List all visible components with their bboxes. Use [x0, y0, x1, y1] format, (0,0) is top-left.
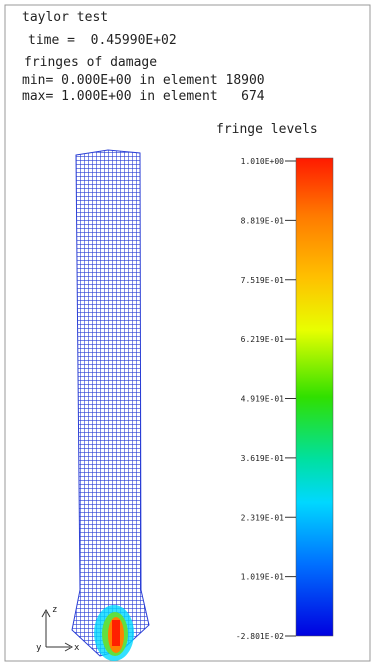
- level-label: 8.819E-01: [241, 216, 285, 225]
- triad-z: z: [52, 605, 57, 615]
- max-info: max= 1.000E+00 in element 674: [22, 89, 265, 104]
- level-label: -2.801E-02: [236, 632, 284, 641]
- level-label: 1.019E-01: [241, 573, 285, 582]
- level-label: 1.010E+00: [241, 157, 285, 166]
- legend-title: fringe levels: [216, 122, 318, 137]
- level-label: 7.519E-01: [241, 276, 285, 285]
- viewer: taylor test time = 0.45990E+02 fringes o…: [0, 0, 376, 669]
- title: taylor test: [22, 10, 108, 25]
- level-label: 6.219E-01: [241, 335, 285, 344]
- min-info: min= 0.000E+00 in element 18900: [22, 73, 265, 88]
- color-bar: [296, 158, 333, 636]
- level-label: 2.319E-01: [241, 513, 285, 522]
- mesh: [72, 150, 149, 656]
- triad-x: x: [74, 643, 80, 653]
- fringe-name: fringes of damage: [24, 55, 157, 70]
- level-label: 4.919E-01: [241, 395, 285, 404]
- triad-y: y: [36, 643, 42, 653]
- time: time = 0.45990E+02: [28, 33, 177, 48]
- damage-zone: [112, 620, 120, 646]
- level-label: 3.619E-01: [241, 454, 285, 463]
- plot: taylor test time = 0.45990E+02 fringes o…: [0, 0, 376, 669]
